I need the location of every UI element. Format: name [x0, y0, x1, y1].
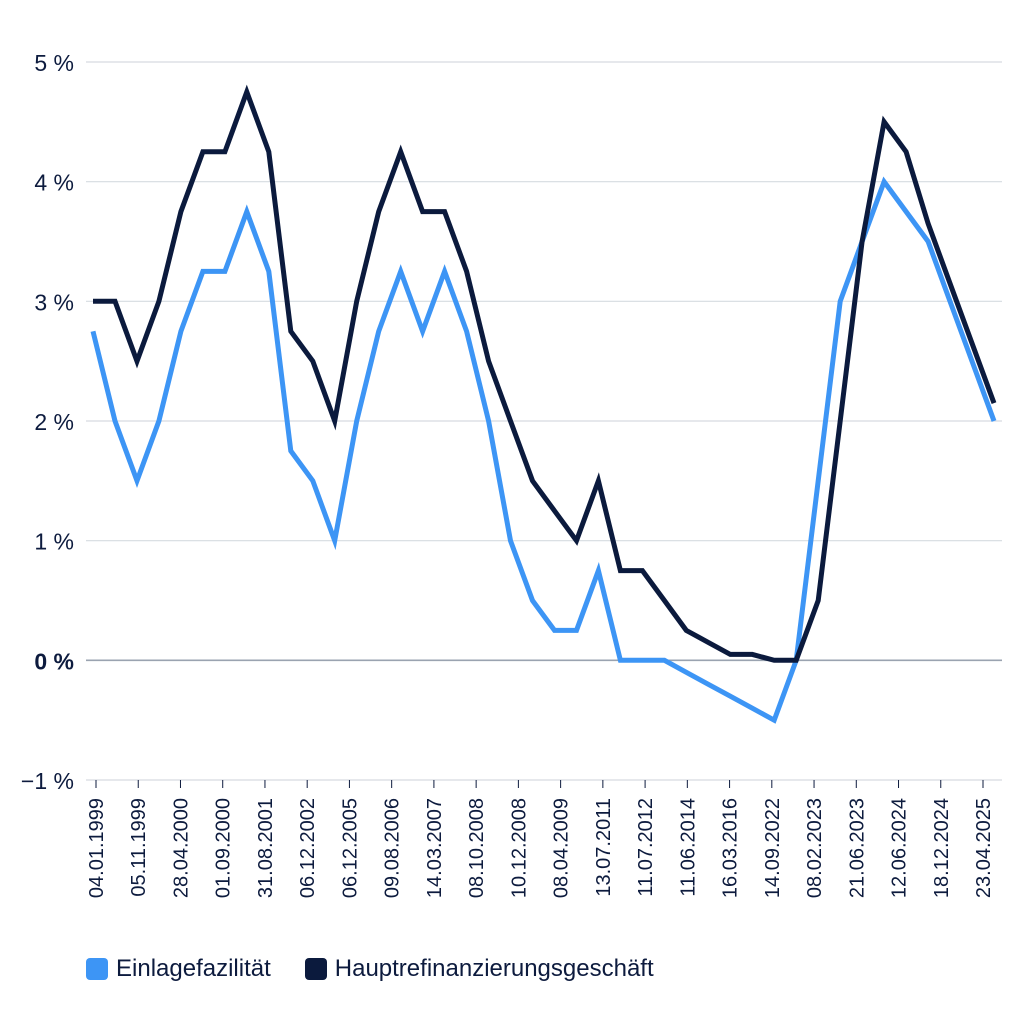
x-tick-label: 14.09.2022: [762, 798, 784, 898]
x-tick-label: 28.04.2000: [170, 798, 192, 898]
legend-label: Hauptrefinanzierungsgeschäft: [334, 955, 654, 982]
x-tick-label: 08.02.2023: [804, 798, 826, 898]
legend-item: Hauptrefinanzierungsgeschäft: [304, 955, 654, 983]
y-tick-label: 1 %: [34, 529, 74, 555]
y-tick-label: 0 %: [34, 648, 74, 674]
x-tick-label: 06.12.2005: [339, 798, 361, 898]
legend-swatch: [86, 958, 108, 980]
x-tick-label: 01.09.2000: [213, 798, 235, 898]
x-tick-label: 14.03.2007: [424, 798, 446, 898]
x-tick-label: 18.12.2024: [931, 798, 953, 898]
legend-item: Einlagefazilität: [86, 955, 271, 983]
legend-swatch: [304, 958, 327, 980]
series-line-hauptrefinanzierungsgeschaeft: [93, 84, 997, 663]
x-tick-label: 13.07.2011: [593, 798, 615, 897]
x-tick-label: 08.04.2009: [551, 798, 573, 898]
x-tick-label: 23.04.2025: [973, 798, 995, 898]
x-tick-label: 05.11.1999: [128, 798, 150, 897]
legend: Einlagefazilität Hauptrefinanzierungsgesc…: [86, 955, 688, 983]
x-tick-label: 16.03.2016: [720, 798, 742, 898]
y-tick-label: 4 %: [34, 170, 74, 196]
x-tick-label: 04.01.1999: [86, 798, 108, 898]
y-tick-label: −1 %: [21, 768, 74, 794]
y-tick-label: 3 %: [34, 289, 74, 315]
x-tick-label: 10.12.2008: [508, 798, 530, 898]
y-tick-label: 2 %: [34, 409, 74, 435]
x-tick-label: 11.06.2014: [677, 798, 699, 897]
x-tick-label: 11.07.2012: [635, 798, 657, 897]
legend-label: Einlagefazilität: [116, 955, 271, 982]
x-tick-label: 21.06.2023: [846, 798, 868, 898]
x-tick-label: 06.12.2002: [297, 798, 319, 898]
x-tick-label: 09.08.2006: [382, 798, 404, 898]
x-tick-label: 31.08.2001: [255, 798, 277, 898]
y-tick-label: 5 %: [34, 50, 74, 76]
x-tick-label: 12.06.2024: [889, 798, 911, 898]
x-tick-label: 08.10.2008: [466, 798, 488, 898]
series-line-einlagefazilitaet: [90, 176, 997, 724]
